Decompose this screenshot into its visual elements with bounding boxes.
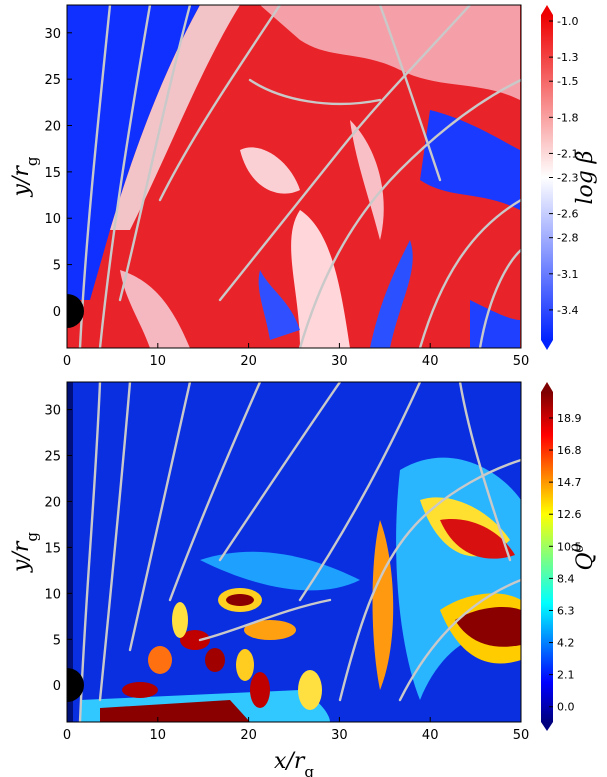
- plot-frame: [66, 4, 522, 349]
- x-tick-label: 30: [331, 354, 348, 369]
- colorbar-label: log β: [573, 150, 598, 204]
- x-tick-label: 40: [422, 728, 439, 743]
- x-tick-label: 20: [240, 354, 257, 369]
- colorbar-label-part: θ: [569, 543, 587, 552]
- colorbar-tick-label: 18.9: [557, 412, 582, 425]
- y-tick-label: 15: [44, 541, 61, 556]
- y-tick-label: 5: [53, 633, 61, 648]
- y-tick-label: 30: [44, 404, 61, 419]
- colorbar-tick-label: -2.8: [557, 232, 578, 245]
- colorbar-tick-label: -1.8: [557, 111, 578, 124]
- colorbar-tick-label: 8.4: [557, 572, 575, 585]
- plot-frame: [66, 381, 522, 723]
- colorbar-tick-label: -1.5: [557, 75, 578, 88]
- x-tick-label: 10: [150, 728, 167, 743]
- heatmap-image: [67, 5, 521, 348]
- colorbar-extend: [541, 382, 553, 392]
- x-tick-label: 0: [63, 354, 71, 369]
- y-axis-label: y/rg: [9, 532, 41, 573]
- colorbar-label-part: Q: [573, 552, 598, 570]
- x-tick-label: 50: [513, 354, 530, 369]
- colorbar: [541, 15, 553, 340]
- colorbar-tick-label: 2.1: [557, 669, 575, 682]
- x-tick-label: 40: [422, 354, 439, 369]
- y-tick-label: 5: [53, 259, 61, 274]
- colorbar-tick-label: -3.4: [557, 304, 578, 317]
- colorbar-tick-label: -2.1: [557, 147, 578, 160]
- y-tick-label: 0: [53, 679, 61, 694]
- x-tick-label: 50: [513, 728, 530, 743]
- colorbar-label-part: β: [573, 150, 598, 164]
- colorbar-tick-label: 14.7: [557, 476, 582, 489]
- colorbar: [541, 392, 553, 722]
- x-tick-label: 20: [240, 728, 257, 743]
- y-axis-label-part: y/r: [9, 540, 34, 573]
- y-tick-label: 10: [44, 212, 61, 227]
- colorbar-label-part: log: [573, 163, 598, 204]
- colorbar-tick-label: -2.3: [557, 172, 578, 185]
- y-tick-label: 30: [44, 27, 61, 42]
- colorbar-extend: [541, 722, 553, 731]
- x-axis-label-part: g: [304, 763, 314, 777]
- x-tick-label: 10: [150, 354, 167, 369]
- colorbar-tick-label: 4.2: [557, 637, 575, 650]
- x-axis-label-part: x/r: [274, 749, 306, 774]
- x-axis-label: x/rg: [274, 749, 314, 777]
- colorbar-tick-label: -1.3: [557, 51, 578, 64]
- y-tick-label: 25: [44, 73, 61, 88]
- y-tick-label: 0: [53, 305, 61, 320]
- colorbar-extend: [541, 5, 553, 15]
- colorbar-extend: [541, 340, 553, 350]
- colorbar-tick-label: -2.6: [557, 208, 578, 221]
- colorbar-tick-label: 16.8: [557, 444, 582, 457]
- y-tick-label: 20: [44, 495, 61, 510]
- colorbar-label: Qθ: [569, 543, 598, 570]
- colorbar-tick-label: 0.0: [557, 701, 575, 714]
- colorbar-tick-label: -1.0: [557, 15, 578, 28]
- colorbar-tick-label: 10.5: [557, 540, 582, 553]
- y-tick-label: 10: [44, 587, 61, 602]
- y-axis-label-part: y/r: [9, 165, 34, 198]
- x-tick-label: 0: [63, 728, 71, 743]
- y-axis-label-part: g: [23, 156, 41, 166]
- y-axis-label: y/rg: [9, 156, 41, 197]
- y-tick-label: 25: [44, 450, 61, 465]
- y-tick-label: 15: [44, 166, 61, 181]
- y-axis-label-part: g: [23, 532, 41, 542]
- y-tick-label: 20: [44, 120, 61, 135]
- colorbar-tick-label: 12.6: [557, 508, 582, 521]
- colorbar-tick-label: 6.3: [557, 604, 575, 617]
- heatmap-image: [67, 382, 521, 722]
- x-tick-label: 30: [331, 728, 348, 743]
- colorbar-tick-label: -3.1: [557, 268, 578, 281]
